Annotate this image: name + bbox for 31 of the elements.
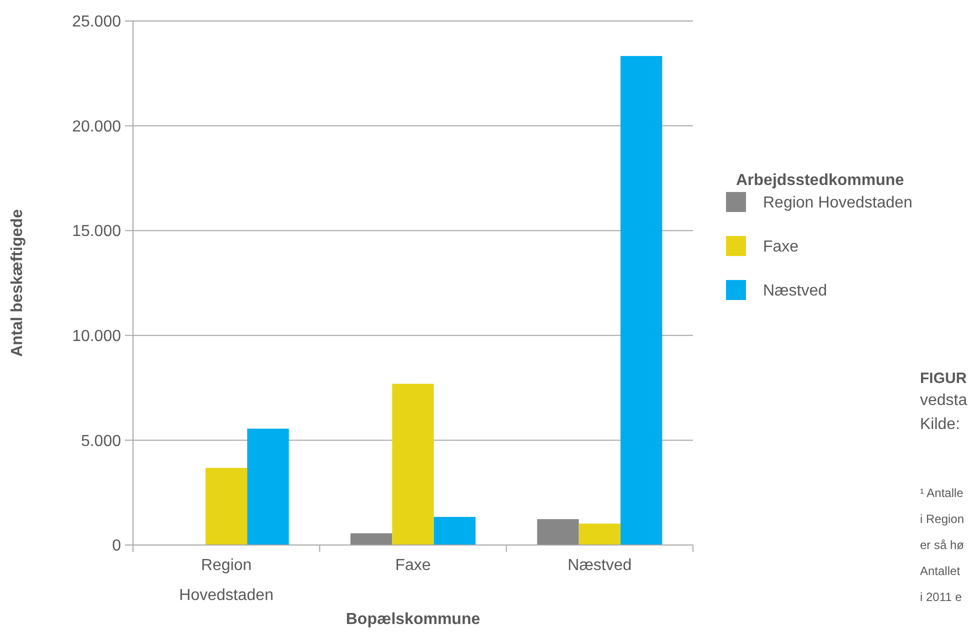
y-axis-title: Antal beskæftigede (9, 209, 26, 357)
bar (205, 468, 248, 545)
bar (392, 384, 434, 545)
legend-label: Faxe (763, 238, 799, 256)
text: Antallet (920, 564, 961, 578)
x-tick-label: Region Hovedstaden (179, 557, 274, 604)
bar (247, 428, 289, 545)
bar (620, 56, 662, 545)
bar (578, 524, 621, 545)
legend-label: Næstved (763, 282, 828, 300)
y-tick-label: 25.000 (72, 14, 122, 31)
bar (537, 519, 579, 545)
y-tick-label: 20.000 (72, 118, 122, 136)
bar (350, 533, 392, 545)
y-tick-label: 10.000 (72, 328, 122, 345)
text: FIGUR (920, 370, 967, 387)
y-tick-label: 5.000 (80, 432, 122, 450)
text: i Region (920, 512, 964, 526)
x-tick-label: Faxe (395, 557, 431, 574)
text: Kilde: (920, 416, 960, 433)
legend-title: Arbejdsstedkommune (736, 172, 904, 189)
legend-label: Region Hovedstaden (763, 194, 912, 212)
text: vedsta (920, 392, 968, 409)
y-tick-label: 0 (112, 538, 122, 555)
text: i 2011 e (920, 590, 962, 604)
text: er så hø (920, 538, 965, 552)
x-tick-label: Næstved (568, 557, 632, 574)
x-axis-title: Bopælskommune (346, 611, 480, 628)
bar (434, 516, 476, 545)
text: ¹ Antalle (920, 486, 964, 500)
y-tick-label: 15.000 (72, 223, 122, 240)
